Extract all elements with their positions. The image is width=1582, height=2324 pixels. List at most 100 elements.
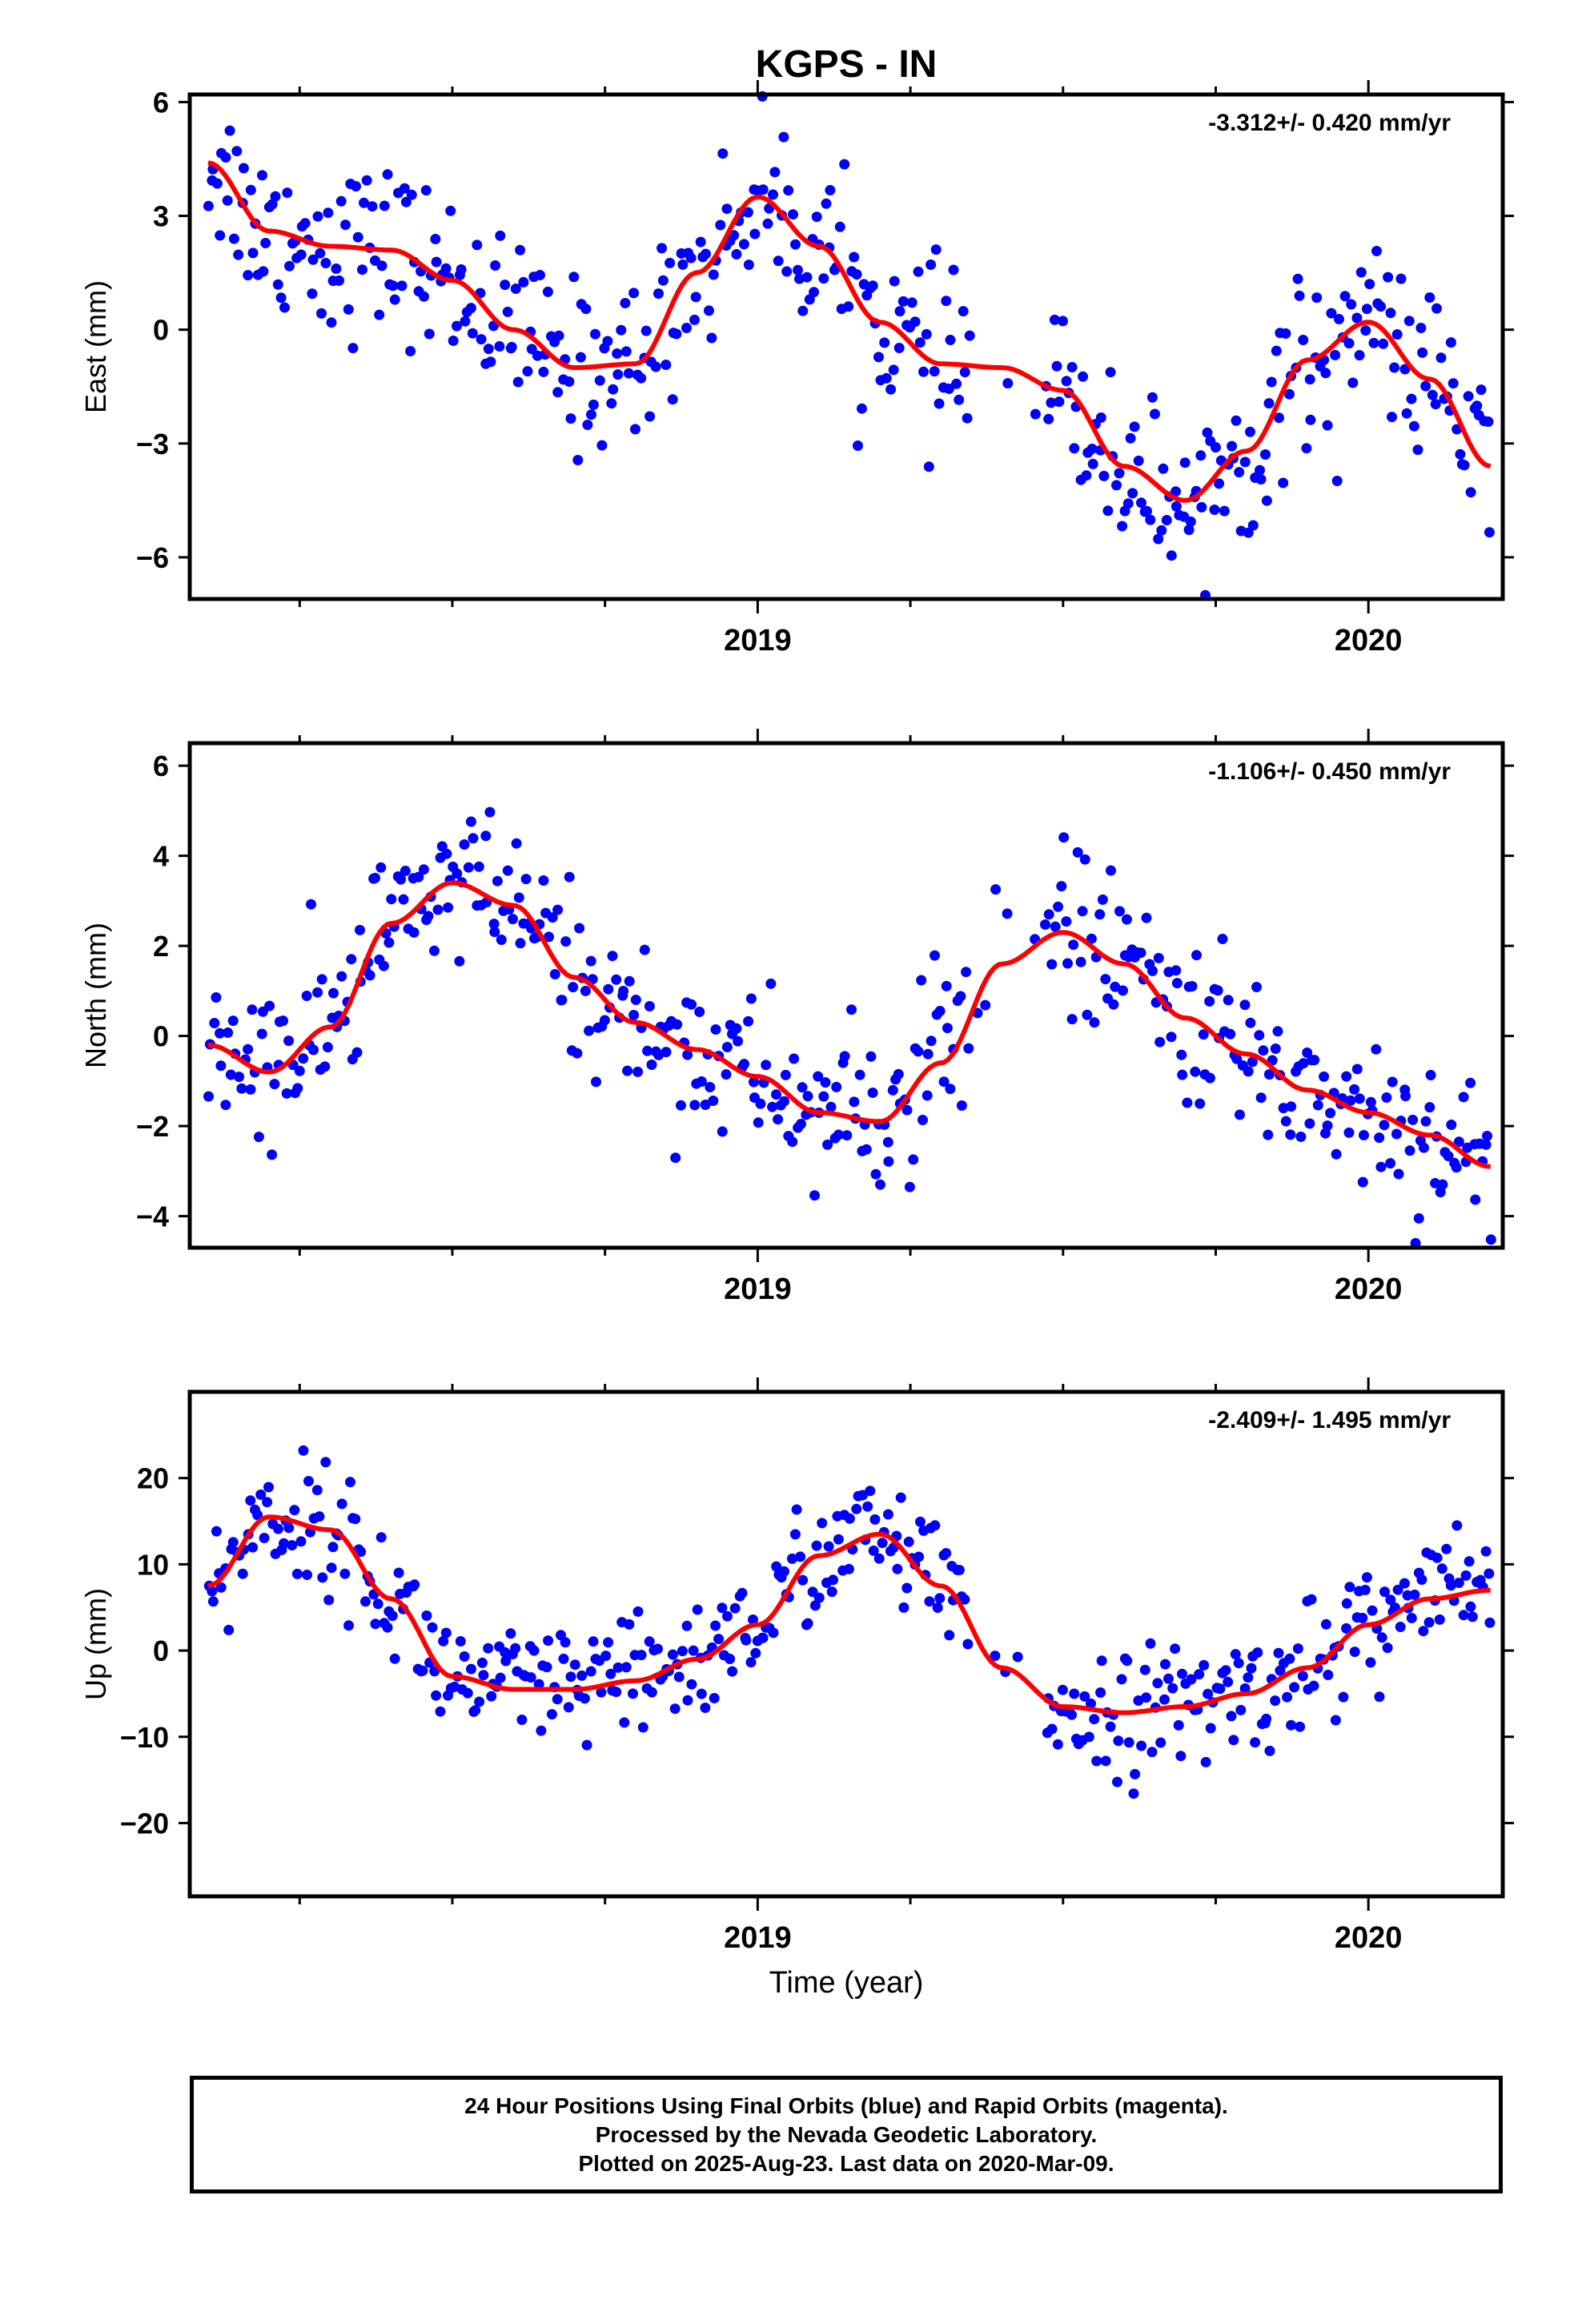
data-point [1155,1737,1166,1748]
data-point [1128,1788,1139,1799]
data-point [1266,376,1277,388]
data-point [1160,1659,1170,1670]
data-point [312,987,323,998]
data-point [733,1035,744,1047]
data-point [1186,1674,1197,1685]
data-point [1406,393,1417,404]
data-point [779,1566,789,1577]
data-point [1145,514,1156,525]
data-point [1209,505,1220,515]
data-point [227,1015,239,1027]
data-point [677,1646,688,1657]
data-point [773,1114,784,1125]
data-point [962,1638,974,1650]
data-point [323,1594,335,1606]
data-point [823,1541,834,1552]
data-point [1261,1713,1272,1724]
data-point [1072,846,1083,858]
data-point [488,919,500,930]
data-point [556,995,568,1006]
data-point [308,1044,319,1055]
data-point [1419,1142,1429,1153]
data-point [316,974,327,985]
data-point [1423,1617,1435,1628]
data-point [1239,1683,1251,1694]
data-point [717,1126,728,1137]
data-point [603,983,614,995]
data-point [1068,939,1079,951]
data-point [1136,497,1146,509]
data-point [721,1042,733,1052]
data-point [379,200,390,211]
data-point [538,366,549,377]
data-point [624,975,635,987]
data-point [1152,1678,1163,1689]
data-point [644,1001,655,1011]
data-point [518,276,529,287]
data-point [731,249,742,259]
data-point [511,838,522,849]
data-point [222,195,233,206]
data-point [351,181,361,192]
data-point [1302,1047,1313,1058]
data-point [822,1139,833,1150]
data-point [307,254,319,265]
data-point [630,995,641,1005]
data-point [1346,299,1357,310]
data-point [1233,1658,1244,1669]
data-point [820,1077,831,1088]
data-point [930,244,942,255]
data-point [789,1053,800,1064]
data-point [1211,442,1221,453]
data-point [851,1503,862,1514]
data-point [750,1647,761,1659]
data-point [1351,1063,1363,1075]
x-axis-label: Time (year) [769,1966,924,2000]
data-point [632,1606,644,1617]
data-point [448,336,459,346]
data-point [334,275,344,286]
data-point [1089,1714,1100,1725]
data-point [1355,267,1367,278]
data-point [1482,1131,1492,1141]
data-point [1424,292,1435,303]
data-point [1056,881,1067,892]
data-point [350,1514,361,1525]
data-point [834,221,845,232]
data-point [1166,1031,1177,1043]
data-point [1114,906,1125,917]
data-point [1108,999,1119,1010]
data-point [1286,1719,1297,1731]
data-point [322,1042,333,1053]
data-point [882,1136,893,1148]
data-point [279,302,290,313]
y-tick-label: 0 [153,1020,169,1053]
data-point [923,461,934,472]
data-point [964,330,975,341]
data-point [445,205,456,216]
figure-title: KGPS - IN [756,43,938,86]
data-point [495,230,506,241]
data-point [1146,1747,1158,1758]
data-point [637,1722,648,1733]
data-point [459,839,470,850]
plot-frame [187,741,1505,1250]
data-point [1387,412,1397,423]
data-point [563,1702,574,1713]
data-point [1484,1568,1495,1579]
data-point [234,1072,245,1083]
data-point [516,1715,528,1725]
data-point [898,1602,909,1613]
data-point [1030,408,1041,420]
data-point [938,1076,950,1088]
data-point [315,247,326,259]
data-point [1123,1737,1134,1748]
data-point [367,201,378,212]
data-point [882,1509,893,1520]
data-point [1400,1091,1411,1102]
data-point [1295,1721,1306,1732]
data-point [260,238,271,248]
data-point [1408,420,1419,432]
data-point [1243,1672,1254,1683]
data-point [1086,1698,1096,1709]
